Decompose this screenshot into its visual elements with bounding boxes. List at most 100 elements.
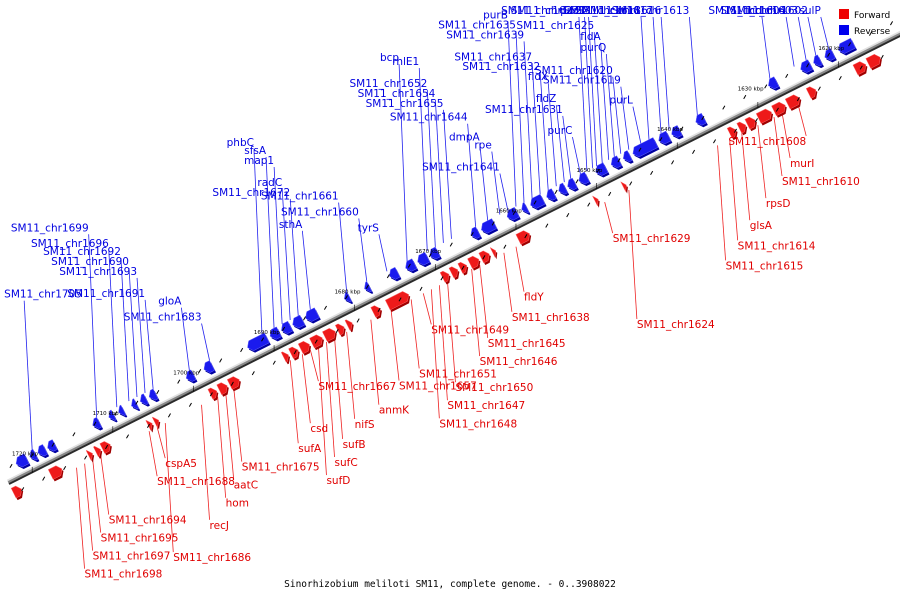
gene-label-sm11-chr1693[interactable]: SM11_chr1693 (59, 266, 137, 278)
gene-label-sufd[interactable]: sufD (326, 475, 350, 487)
gene-label-sm11-chr1625[interactable]: SM11_chr1625 (516, 20, 594, 32)
gene-label-sm11-chr1649[interactable]: SM11_chr1649 (431, 324, 509, 336)
gene-label-fldy[interactable]: fldY (524, 292, 544, 304)
gene-label-sm11-chr1624[interactable]: SM11_chr1624 (637, 319, 715, 331)
gene-label-sm11-chr1608[interactable]: SM11_chr1608 (728, 136, 806, 148)
gene-label-sm11-chr1675[interactable]: SM11_chr1675 (242, 462, 320, 474)
gene-label-flda[interactable]: fldA (580, 31, 601, 43)
gene-label-aatc[interactable]: aatC (234, 480, 258, 492)
gene-label-sm11-chr1623[interactable]: SM11_chr1623 (501, 5, 579, 17)
gene-label-fldz[interactable]: fldZ (536, 93, 556, 105)
gene-label-purc[interactable]: purC (547, 125, 572, 137)
gene-label-sm11-chr1692[interactable]: SM11_chr1692 (43, 246, 121, 258)
gene-label-sm11-chr1695[interactable]: SM11_chr1695 (101, 533, 179, 545)
gene-label-sm11-chr1654[interactable]: SM11_chr1654 (358, 88, 436, 100)
gene-label-sm11-chr1614[interactable]: SM11_chr1614 (738, 240, 816, 252)
gene-label-nifs[interactable]: nifS (355, 419, 375, 431)
gene-label-sm11-chr1638[interactable]: SM11_chr1638 (512, 312, 590, 324)
gene-label-muri[interactable]: murI (790, 158, 814, 170)
gene-label-sm11-chr1697[interactable]: SM11_chr1697 (93, 551, 171, 563)
gene-label-anmk[interactable]: anmK (379, 405, 410, 417)
gene-label-sm11-chr1647[interactable]: SM11_chr1647 (447, 400, 525, 412)
gene-label-sm11-chr1639[interactable]: SM11_chr1639 (446, 29, 524, 41)
gene-label-sm11-chr1652[interactable]: SM11_chr1652 (350, 78, 428, 90)
gene-label-sm11-chr1632[interactable]: SM11_chr1632 (462, 61, 540, 73)
gene-label-purl[interactable]: purL (609, 95, 633, 107)
reverse-leader-line (562, 115, 572, 179)
gene-label-sm11-chr1619[interactable]: SM11_chr1619 (543, 75, 621, 87)
gene-label-sm11-chr1637[interactable]: SM11_chr1637 (454, 51, 532, 63)
gene-label-sm11-chr1635[interactable]: SM11_chr1635 (438, 19, 516, 31)
gene-label-sm11-chr1651[interactable]: SM11_chr1651 (419, 368, 497, 380)
gene-label-map1[interactable]: map1 (244, 155, 274, 167)
gene-label-sm11-chr1655[interactable]: SM11_chr1655 (366, 98, 444, 110)
gene-label-sm11-chr1696[interactable]: SM11_chr1696 (31, 238, 109, 250)
gene-label-sm11-chr1629[interactable]: SM11_chr1629 (613, 233, 691, 245)
gene-label-sm11-chr1644[interactable]: SM11_chr1644 (390, 112, 468, 124)
gene-label-sm11-chr1641[interactable]: SM11_chr1641 (422, 162, 500, 174)
gene-label-sm11-chr1705[interactable]: SM11_chr1705 (4, 289, 82, 301)
gene-label-rpsd[interactable]: rpsD (766, 198, 791, 210)
gene-label-sufa[interactable]: sufA (298, 443, 322, 455)
gene-label-sm11-chr1602[interactable]: SM11_chr1602 (730, 5, 808, 17)
gene-label-purb[interactable]: purB (483, 9, 508, 21)
gene-label-sm11-chr1631[interactable]: SM11_chr1631 (485, 104, 563, 116)
gene-label-purq[interactable]: purQ (580, 42, 606, 54)
gene-label-sm11-chr1690[interactable]: SM11_chr1690 (51, 256, 129, 268)
gene-label-phbc[interactable]: phbC (227, 137, 254, 149)
gene-label-sm11-chr1698[interactable]: SM11_chr1698 (85, 569, 163, 581)
gene-label-icd[interactable]: icd (747, 5, 762, 17)
gene-label-sm11-chr1661[interactable]: SM11_chr1661 (261, 191, 339, 203)
gene-label-sm11-chr1660[interactable]: SM11_chr1660 (281, 206, 359, 218)
gene-label-sm11-chr1672[interactable]: SM11_chr1672 (212, 187, 290, 199)
gene-label-sm11-chr1610[interactable]: SM11_chr1610 (782, 176, 860, 188)
gene-label-sm11-chr1646[interactable]: SM11_chr1646 (480, 356, 558, 368)
forward-leader-line (92, 459, 102, 533)
gene-label-bcp[interactable]: bcp (380, 52, 399, 64)
gene-label-rhle1[interactable]: rhlE1 (392, 56, 419, 68)
gene-label-stha[interactable]: sthA (279, 219, 303, 231)
gene-label-csd[interactable]: csd (310, 423, 328, 435)
gene-label-sm11-chr1691[interactable]: SM11_chr1691 (67, 288, 145, 300)
gene-label-sm11-chr1699[interactable]: SM11_chr1699 (11, 222, 89, 234)
gene-label-sufc[interactable]: sufC (335, 457, 358, 469)
gene-label-sm11-chr1645[interactable]: SM11_chr1645 (488, 338, 566, 350)
gene-label-sm11-chr1615[interactable]: SM11_chr1615 (726, 260, 804, 272)
gene-label-sm11-chr1667[interactable]: SM11_chr1667 (318, 381, 396, 393)
feature-body (185, 369, 197, 382)
gene-label-purs[interactable]: purS (560, 5, 585, 17)
gene-label-sm11-chr1604[interactable]: SM11_chr1604 (708, 5, 786, 17)
gene-label-sm11-chr1620[interactable]: SM11_chr1620 (535, 65, 613, 77)
gene-label-sm11-chr1622[interactable]: SM11_chr1622 (511, 5, 589, 17)
gene-label-rpe[interactable]: rpe (474, 140, 491, 152)
gene-label-sfsa[interactable]: sfsA (244, 145, 267, 157)
forward-feature (309, 334, 324, 351)
gene-label-tyrs[interactable]: tyrS (358, 222, 380, 234)
gene-label-gloa[interactable]: gloA (158, 296, 182, 308)
gene-label-sm11-chr1686[interactable]: SM11_chr1686 (173, 552, 251, 564)
gene-label-fldx[interactable]: fldX (528, 71, 548, 83)
gene-label-sm11-chr1617[interactable]: SM11_chr1617 (575, 5, 653, 17)
gene-label-sm11-chr1603[interactable]: SM11_chr1603 (720, 5, 798, 17)
gene-label-sm11-chr1616[interactable]: SM11_chr1616 (583, 5, 661, 17)
gene-label-hom[interactable]: hom (226, 498, 249, 510)
gene-label-sm11-chr1688[interactable]: SM11_chr1688 (157, 476, 235, 488)
gene-label-sm11-chr1694[interactable]: SM11_chr1694 (109, 515, 187, 527)
gene-label-sufb[interactable]: sufB (343, 439, 366, 451)
gene-label-dmpa[interactable]: dmpA (449, 132, 481, 144)
gene-label-sm11-chr1648[interactable]: SM11_chr1648 (439, 418, 517, 430)
gene-label-glsa[interactable]: glsA (750, 220, 773, 232)
gene-label-sm11-chr1657[interactable]: SM11_chr1657 (399, 381, 477, 393)
gene-label-sulp[interactable]: sulP (799, 5, 820, 17)
gene-label-recj[interactable]: recJ (210, 520, 229, 532)
gene-label-sm11-chr1613[interactable]: SM11_chr1613 (612, 5, 690, 17)
scale-dash (659, 137, 663, 142)
gene-label-sm11-chr1683[interactable]: SM11_chr1683 (124, 312, 202, 324)
gene-label-radc[interactable]: radC (257, 177, 282, 189)
reverse-feature (364, 281, 374, 294)
gene-label-cspa5[interactable]: cspA5 (165, 458, 197, 470)
gene-label-sm11-chr1618[interactable]: SM11_chr1618 (563, 5, 641, 17)
reverse-feature (92, 416, 104, 431)
reverse-feature (139, 393, 150, 407)
gene-label-sm11-chr1650[interactable]: SM11_chr1650 (455, 382, 533, 394)
